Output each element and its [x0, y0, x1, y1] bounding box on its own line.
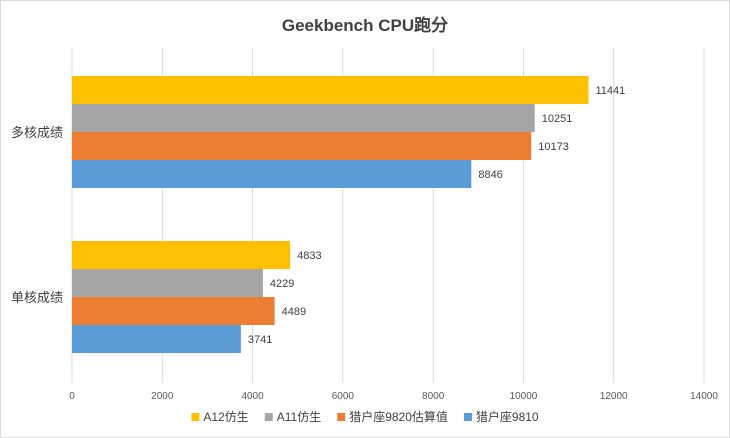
legend-label: 猎户座9820估算值 — [349, 409, 448, 424]
x-tick-label: 10000 — [510, 391, 538, 402]
legend-swatch — [191, 413, 199, 421]
bar — [72, 269, 263, 297]
data-label: 10173 — [538, 141, 569, 153]
legend-swatch — [337, 413, 345, 421]
bar — [72, 325, 241, 353]
x-tick-label: 4000 — [241, 391, 264, 402]
chart-title: Geekbench CPU跑分 — [282, 15, 448, 35]
bar — [72, 76, 588, 104]
data-label: 11441 — [595, 85, 625, 97]
legend-label: A11仿生 — [277, 410, 321, 424]
category-label: 单核成绩 — [11, 290, 63, 305]
category-label: 多核成绩 — [11, 125, 63, 140]
legend-swatch — [464, 413, 472, 421]
bar — [72, 297, 275, 325]
x-tick-label: 14000 — [690, 391, 718, 402]
bar — [72, 241, 290, 269]
data-label: 4489 — [282, 306, 306, 318]
data-label: 3741 — [248, 334, 272, 346]
bar — [72, 132, 531, 160]
data-label: 4833 — [297, 250, 321, 262]
legend-label: 猎户座9810 — [476, 409, 539, 424]
bar — [72, 160, 471, 188]
x-tick-label: 0 — [69, 391, 75, 402]
data-label: 4229 — [270, 278, 294, 290]
x-tick-label: 6000 — [332, 391, 355, 402]
x-tick-label: 12000 — [600, 391, 628, 402]
x-tick-label: 2000 — [151, 391, 174, 402]
x-tick-label: 8000 — [422, 391, 445, 402]
legend: A12仿生 A11仿生 猎户座9820估算值 猎户座9810 — [191, 409, 539, 424]
legend-swatch — [265, 413, 273, 421]
legend-label: A12仿生 — [203, 410, 248, 424]
bar — [72, 104, 535, 132]
data-label: 8846 — [478, 169, 502, 181]
bars — [72, 76, 588, 353]
data-label: 10251 — [542, 113, 573, 125]
x-axis-ticks: 0 2000 4000 6000 8000 10000 12000 14000 — [69, 391, 718, 402]
